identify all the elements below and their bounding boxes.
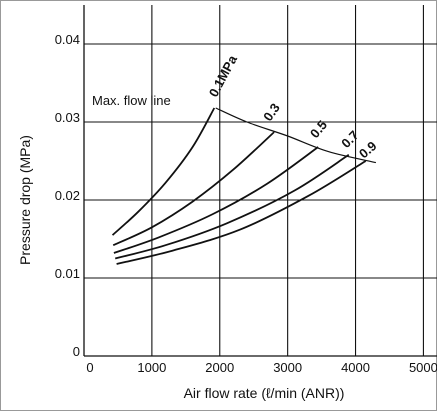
y-tick-label-1: 0.01: [55, 266, 80, 281]
x-axis-title: Air flow rate (ℓ/min (ANR)): [184, 385, 345, 401]
series-line-3: [114, 154, 350, 260]
y-tick-label-4: 0.04: [55, 32, 80, 47]
x-tick-label-0: 0: [86, 360, 93, 375]
max-flow-line-label: Max. flow line: [92, 93, 171, 108]
grid: [83, 5, 437, 357]
y-tick-label-2: 0.02: [55, 188, 80, 203]
series-line-0: [111, 107, 216, 236]
x-tick-label-4: 4000: [341, 360, 370, 375]
series-line-4: [116, 160, 367, 265]
x-tick-label-1: 1000: [137, 360, 166, 375]
x-tick-label-3: 3000: [273, 360, 302, 375]
y-axis-title: Pressure drop (MPa): [17, 135, 33, 265]
series-line-2: [113, 146, 319, 254]
curves: [111, 107, 377, 265]
y-tick-label-0: 0: [73, 344, 80, 359]
series-line-1: [112, 131, 275, 247]
x-tick-label-2: 2000: [205, 360, 234, 375]
y-tick-label-3: 0.03: [55, 110, 80, 125]
max-flow-line: [215, 107, 377, 164]
x-tick-label-5: 5000: [409, 360, 437, 375]
